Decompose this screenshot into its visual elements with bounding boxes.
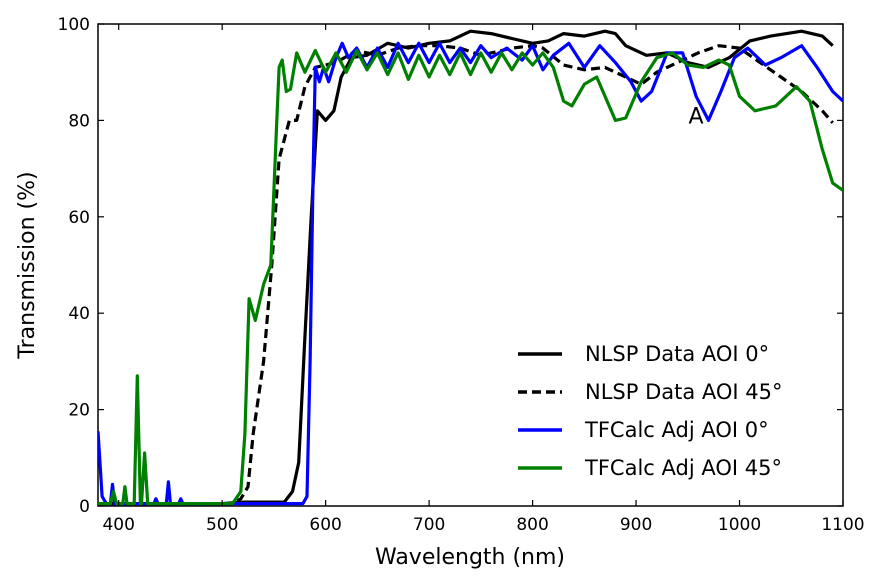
annotation-label: A bbox=[689, 105, 704, 130]
y-tick-label: 0 bbox=[79, 497, 90, 517]
plot-frame bbox=[97, 23, 844, 507]
ticks-layer: 400 500 600 700 800 900 1000 1100 0 20 40 60 80 100 bbox=[58, 15, 865, 535]
x-tick-label: 800 bbox=[516, 515, 548, 535]
legend-label-4: TFCalc Adj AOI 45° bbox=[584, 456, 782, 480]
y-tick-label: 80 bbox=[68, 111, 90, 131]
series-line-4 bbox=[98, 48, 843, 506]
series-line-3 bbox=[98, 41, 843, 506]
y-tick-label: 20 bbox=[68, 401, 90, 421]
x-tick-label: 700 bbox=[413, 515, 445, 535]
y-tick-label: 100 bbox=[58, 15, 90, 35]
series-layer bbox=[98, 29, 843, 506]
x-tick-label: 400 bbox=[102, 515, 134, 535]
legend: NLSP Data AOI 0° NLSP Data AOI 45° TFCalc … bbox=[518, 342, 783, 480]
legend-label-3: TFCalc Adj AOI 0° bbox=[584, 418, 769, 442]
y-tick-label: 60 bbox=[68, 208, 90, 228]
legend-label-1: NLSP Data AOI 0° bbox=[585, 342, 769, 366]
x-tick-label: 1000 bbox=[718, 515, 761, 535]
y-axis-title: Transmission (%) bbox=[15, 171, 40, 359]
x-tick-label: 900 bbox=[620, 515, 652, 535]
x-tick-label: 1100 bbox=[821, 515, 864, 535]
legend-label-2: NLSP Data AOI 45° bbox=[585, 380, 783, 404]
x-tick-label: 500 bbox=[206, 515, 238, 535]
x-tick-label: 600 bbox=[309, 515, 341, 535]
x-axis-title: Wavelength (nm) bbox=[375, 545, 565, 570]
y-tick-label: 40 bbox=[68, 304, 90, 324]
plot-area: 400 500 600 700 800 900 1000 1100 0 20 40 60 80 100 bbox=[58, 15, 865, 535]
